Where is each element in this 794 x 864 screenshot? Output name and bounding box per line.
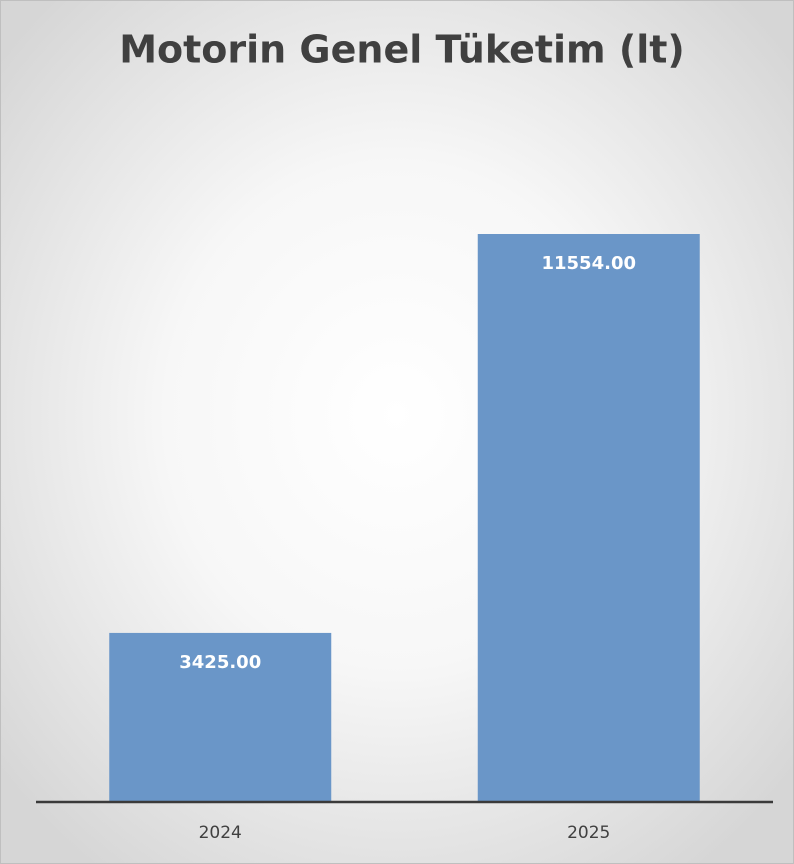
bar [109,632,332,801]
bar [477,234,700,801]
data-label: 11554.00 [541,253,636,274]
x-tick-label: 2025 [567,823,610,843]
x-tick-label: 2024 [199,823,242,843]
data-label: 3425.00 [179,652,261,673]
chart-title: Motorin Genel Tüketim (lt) [119,28,685,72]
